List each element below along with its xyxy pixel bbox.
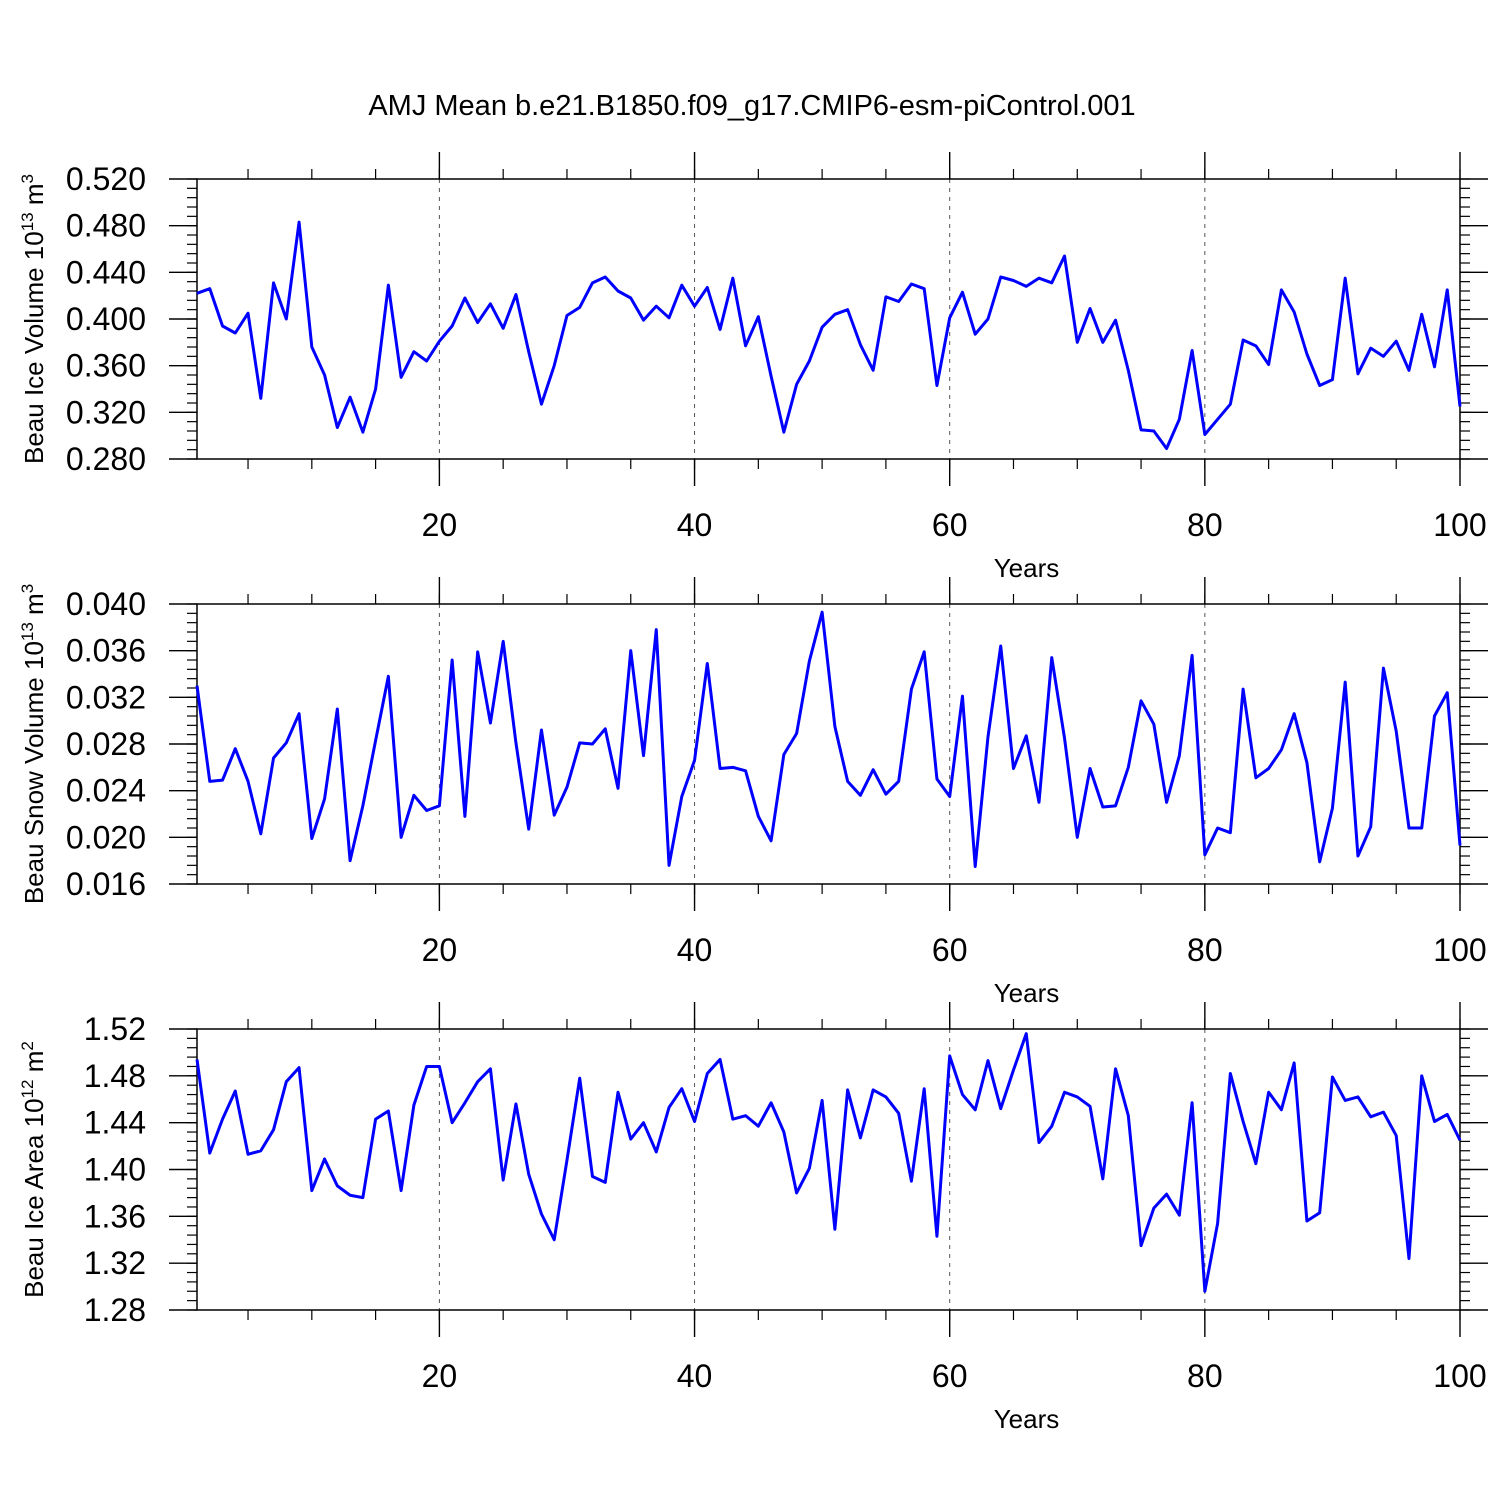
x-tick-label: 100 (1433, 932, 1486, 968)
x-tick-label: 20 (422, 1358, 458, 1394)
chart-panel-2: 0.016 0.020 0.024 0.028 0.032 0.036 0.040 20 40 6… (18, 577, 1488, 1008)
chart-title: AMJ Mean b.e21.B1850.f09_g17.CMIP6-esm-p… (368, 90, 1135, 122)
y-tick-label: 0.040 (66, 586, 146, 622)
x-tick-label: 40 (677, 932, 713, 968)
x-axis-label: Years (994, 553, 1060, 583)
x-tick-label: 60 (932, 932, 968, 968)
y-tick-label: 0.016 (66, 866, 146, 902)
y-axis-label: Beau Ice Area 1012 m2 (18, 1041, 49, 1298)
y-tick-label: 0.028 (66, 726, 146, 762)
y-tick-label: 0.440 (66, 254, 146, 290)
plot-frame (196, 178, 1461, 460)
y-tick-label: 0.032 (66, 679, 146, 715)
x-tick-label: 80 (1187, 507, 1223, 543)
x-tick-label: 100 (1433, 507, 1486, 543)
chart-panel-1: 0.280 0.320 0.360 0.400 0.440 0.480 0.520 20 40 6… (18, 152, 1488, 583)
x-tick-label: 80 (1187, 932, 1223, 968)
x-axis-label: Years (994, 1404, 1060, 1434)
x-tick-label: 80 (1187, 1358, 1223, 1394)
data-series-line (195, 1032, 1462, 1293)
plot-frame (196, 603, 1461, 885)
data-series-line (196, 220, 1462, 450)
plot-frame (196, 1028, 1461, 1311)
x-tick-label: 100 (1433, 1358, 1486, 1394)
y-axis-label: Beau Snow Volume 1013 m3 (18, 584, 49, 904)
y-tick-label: 0.024 (66, 773, 146, 809)
data-series-line (195, 610, 1462, 868)
x-axis-label: Years (994, 978, 1060, 1008)
x-tick-label: 60 (932, 1358, 968, 1394)
y-tick-label: 1.48 (84, 1058, 146, 1094)
y-tick-label: 1.52 (84, 1011, 146, 1047)
x-tick-label: 40 (677, 507, 713, 543)
y-tick-label: 1.44 (84, 1105, 146, 1141)
y-tick-label: 0.360 (66, 348, 146, 384)
y-tick-label: 0.520 (66, 161, 146, 197)
y-tick-label: 0.480 (66, 208, 146, 244)
y-tick-label: 1.28 (84, 1292, 146, 1328)
y-tick-label: 0.020 (66, 819, 146, 855)
x-tick-label: 20 (422, 507, 458, 543)
chart-panel-3: 1.28 1.32 1.36 1.40 1.44 1.48 1.52 20 40 60 80 100 Y… (18, 1002, 1488, 1434)
y-axis-label: Beau Ice Volume 1013 m3 (18, 174, 49, 464)
y-tick-label: 0.320 (66, 394, 146, 430)
x-tick-label: 20 (422, 932, 458, 968)
y-tick-label: 1.32 (84, 1245, 146, 1281)
x-tick-label: 40 (677, 1358, 713, 1394)
y-tick-label: 1.36 (84, 1198, 146, 1234)
y-tick-label: 0.400 (66, 301, 146, 337)
y-tick-label: 1.40 (84, 1152, 146, 1188)
y-tick-label: 0.036 (66, 633, 146, 669)
x-tick-label: 60 (932, 507, 968, 543)
y-tick-label: 0.280 (66, 441, 146, 477)
